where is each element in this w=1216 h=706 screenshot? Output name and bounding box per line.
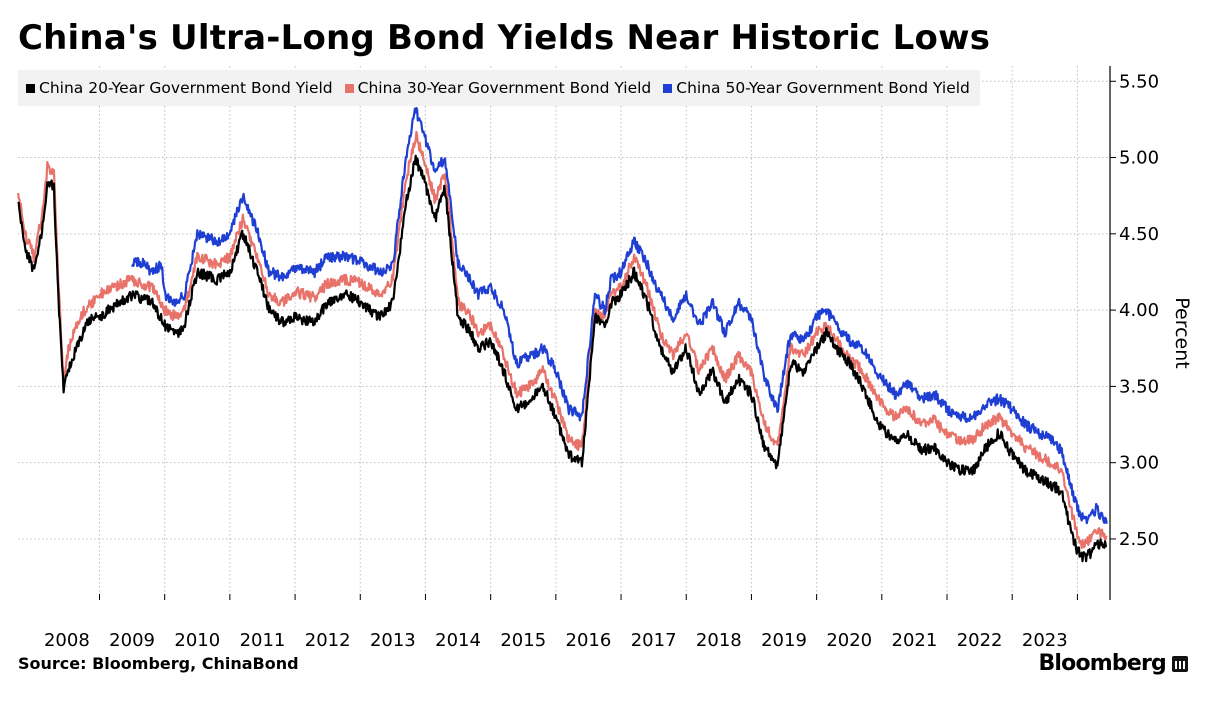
x-tick-label: 2018 xyxy=(696,630,742,651)
y-axis-label: Percent xyxy=(1171,297,1193,369)
y-tick-label: 3.50 xyxy=(1119,376,1159,397)
x-tick-label: 2011 xyxy=(240,630,286,651)
source-note: Source: Bloomberg, ChinaBond xyxy=(18,654,299,673)
x-tick-label: 2010 xyxy=(174,630,220,651)
bar-chart-icon xyxy=(1172,655,1188,672)
x-tick-label: 2008 xyxy=(44,630,90,651)
y-tick-label: 3.00 xyxy=(1119,453,1159,474)
legend-swatch-20y xyxy=(26,83,35,93)
y-tick-label: 2.50 xyxy=(1119,529,1159,550)
x-tick-label: 2009 xyxy=(109,630,155,651)
legend-swatch-30y xyxy=(344,83,354,93)
x-tick-label: 2014 xyxy=(435,630,481,651)
chart-axes: 2.50 3.00 3.50 4.00 4.50 5.00 5.50 2008 2009 2010… xyxy=(44,66,1193,651)
x-tick-label: 2012 xyxy=(305,630,351,651)
x-tick-label: 2020 xyxy=(826,630,872,651)
brand-logo: Bloomberg xyxy=(1038,651,1188,676)
x-tick-label: 2022 xyxy=(957,630,1003,651)
legend-label-50y: China 50-Year Government Bond Yield xyxy=(676,79,970,97)
x-tick-label: 2021 xyxy=(892,630,938,651)
brand-name: Bloomberg xyxy=(1038,651,1166,676)
y-tick-label: 5.00 xyxy=(1119,148,1159,169)
y-tick-label: 5.50 xyxy=(1119,71,1159,92)
legend-item-30y: China 30-Year Government Bond Yield xyxy=(344,79,652,97)
x-tick-label: 2023 xyxy=(1022,630,1068,651)
x-tick-label: 2013 xyxy=(370,630,416,651)
x-tick-label: 2015 xyxy=(500,630,546,651)
x-tick-label: 2016 xyxy=(566,630,612,651)
series-line-50y xyxy=(131,106,1108,525)
legend-swatch-50y xyxy=(663,83,673,93)
series-line-20y xyxy=(17,154,1108,563)
y-tick-label: 4.50 xyxy=(1119,224,1159,245)
legend-item-50y: China 50-Year Government Bond Yield xyxy=(663,79,970,97)
legend-item-20y: China 20-Year Government Bond Yield xyxy=(26,79,333,97)
x-tick-label: 2017 xyxy=(631,630,677,651)
x-tick-label: 2019 xyxy=(761,630,807,651)
legend-label-20y: China 20-Year Government Bond Yield xyxy=(39,79,333,97)
y-tick-label: 4.00 xyxy=(1119,300,1159,321)
legend-label-30y: China 30-Year Government Bond Yield xyxy=(357,79,652,97)
chart-legend: China 20-Year Government Bond Yield Chin… xyxy=(18,70,980,106)
chart-title: China's Ultra-Long Bond Yields Near Hist… xyxy=(18,18,991,58)
chart-lines xyxy=(16,106,1108,563)
series-line-30y xyxy=(16,130,1108,550)
